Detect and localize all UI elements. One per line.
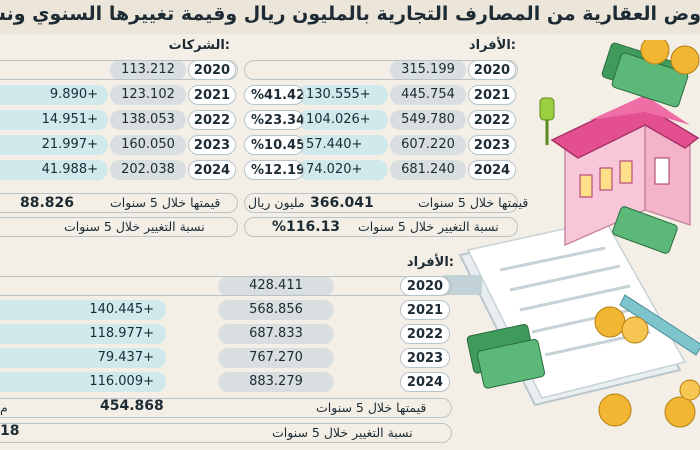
year-cell: 2024	[400, 372, 450, 392]
individuals-1-change-box	[244, 217, 518, 237]
title-bar: روض العقارية من المصارف التجارية بالمليو…	[0, 0, 700, 34]
companies-total-value: 88.826	[20, 195, 75, 211]
increase-cell: 79.437+	[0, 348, 166, 368]
year-cell: 2024	[188, 160, 236, 180]
value-cell: 883.279	[218, 372, 334, 392]
increase-cell: 9.890+	[0, 85, 108, 105]
year-cell: 2023	[188, 135, 236, 155]
individuals-2-total-label: قيمتها خلال 5 سنوات	[316, 400, 427, 415]
value-cell: 428.411	[218, 276, 334, 296]
value-cell: 687.833	[218, 324, 334, 344]
year-cell: 2024	[468, 160, 516, 180]
individuals-1-total-box	[244, 193, 518, 213]
year-cell: 2022	[188, 110, 236, 130]
individuals-2-change-box	[0, 423, 452, 443]
individuals-1-total-label: قيمتها خلال 5 سنوات	[418, 195, 529, 210]
row-frame	[0, 276, 452, 296]
individuals-1-title: الأفراد:	[468, 38, 516, 53]
companies-total-label: قيمتها خلال 5 سنوات	[110, 195, 221, 210]
percent-cell: %10.45	[244, 135, 304, 155]
value-cell: 202.038	[110, 160, 186, 180]
companies-total-box	[0, 193, 238, 213]
individuals-2-edge-glyph: م	[0, 400, 8, 415]
companies-change-box	[0, 217, 238, 237]
value-cell: 607.220	[390, 135, 466, 155]
page-title: روض العقارية من المصارف التجارية بالمليو…	[0, 3, 700, 25]
increase-cell: 118.977+	[0, 324, 166, 344]
individuals-1-total-value: 366.041	[310, 195, 374, 211]
pen-icon	[619, 294, 700, 356]
year-cell: 2023	[468, 135, 516, 155]
coin-icon	[594, 40, 700, 428]
increase-cell: 21.997+	[0, 135, 108, 155]
individuals-2-total-box	[0, 398, 452, 418]
percent-cell: %23.34	[244, 110, 304, 130]
key-icon	[539, 97, 555, 145]
banknote-stack-icon	[466, 42, 689, 389]
value-cell: 568.856	[218, 300, 334, 320]
individuals-2-change-value: 18	[0, 423, 20, 439]
value-cell: 113.212	[110, 60, 186, 80]
value-cell: 315.199	[390, 60, 466, 80]
value-cell: 160.050	[110, 135, 186, 155]
increase-cell: 57.440+	[298, 135, 388, 155]
value-cell: 445.754	[390, 85, 466, 105]
value-cell: 123.102	[110, 85, 186, 105]
increase-cell: 140.445+	[0, 300, 166, 320]
value-cell: 681.240	[390, 160, 466, 180]
individuals-1-total-unit: مليون ريال	[248, 195, 305, 210]
year-cell: 2021	[188, 85, 236, 105]
companies-change-label: نسبة التغيير خلال 5 سنوات	[64, 219, 205, 234]
individuals-1-change-label: نسبة التغيير خلال 5 سنوات	[358, 219, 499, 234]
percent-cell: %41.42	[244, 85, 304, 105]
individuals-2-title: الأفراد:	[406, 255, 454, 270]
row-frame	[244, 60, 518, 80]
year-cell: 2023	[400, 348, 450, 368]
increase-cell: 41.988+	[0, 160, 108, 180]
value-cell: 549.780	[390, 110, 466, 130]
increase-cell: 130.555+	[298, 85, 388, 105]
companies-title: الشركات:	[168, 38, 230, 53]
percent-cell: %12.19	[244, 160, 304, 180]
year-cell: 2021	[468, 85, 516, 105]
row-frame	[0, 60, 238, 80]
illustration	[442, 40, 700, 428]
year-cell: 2021	[400, 300, 450, 320]
individuals-1-change-value: %116.13	[272, 219, 341, 235]
increase-cell: 74.020+	[298, 160, 388, 180]
individuals-2-change-label: نسبة التغيير خلال 5 سنوات	[272, 425, 413, 440]
value-cell: 138.053	[110, 110, 186, 130]
increase-cell: 116.009+	[0, 372, 166, 392]
year-cell: 2022	[400, 324, 450, 344]
increase-cell: 14.951+	[0, 110, 108, 130]
value-cell: 767.270	[218, 348, 334, 368]
increase-cell: 104.026+	[298, 110, 388, 130]
individuals-2-total-value: 454.868	[100, 398, 164, 414]
year-cell: 2022	[468, 110, 516, 130]
